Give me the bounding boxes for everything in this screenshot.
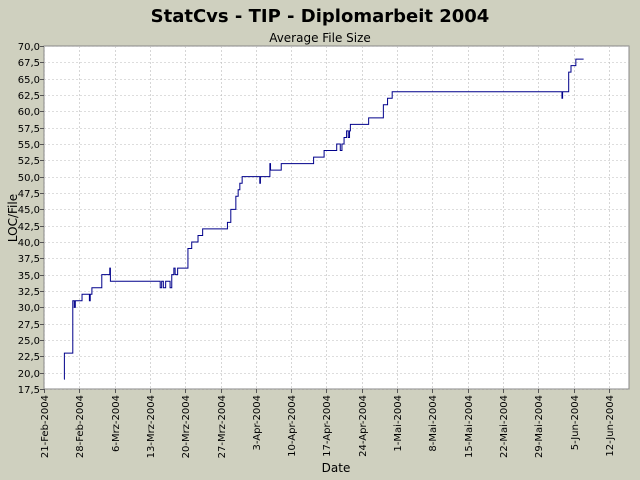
y-tick-label: 35,0 xyxy=(18,271,40,282)
y-tick-label: 45,0 xyxy=(18,205,40,216)
y-tick-label: 57,5 xyxy=(18,124,40,135)
x-tick-label: 21-Feb-2004 xyxy=(40,395,51,458)
x-tick-label: 12-Jun-2004 xyxy=(605,395,616,457)
x-tick-label: 3-Apr-2004 xyxy=(252,395,263,450)
y-tick-label: 55,0 xyxy=(18,140,40,151)
y-tick-label: 25,0 xyxy=(18,336,40,347)
y-tick-label: 27,5 xyxy=(18,320,40,331)
x-axis: 21-Feb-2004 28-Feb-2004 6-Mrz-2004 13-Mrz-2… xyxy=(40,389,616,458)
y-tick-label: 22,5 xyxy=(18,352,40,363)
x-tick-label: 20-Mrz-2004 xyxy=(181,395,192,458)
x-tick-label: 8-Mai-2004 xyxy=(428,395,439,452)
x-tick-label: 15-Mai-2004 xyxy=(464,395,475,458)
y-tick-label: 50,0 xyxy=(18,173,40,184)
x-tick-label: 10-Apr-2004 xyxy=(287,395,298,457)
y-tick-label: 32,5 xyxy=(18,287,40,298)
y-axis: 17,5 20,0 22,5 25,0 27,5 30,0 32,5 35,0 37,5 40,0… xyxy=(18,42,44,396)
x-tick-label: 1-Mai-2004 xyxy=(393,395,404,452)
y-tick-label: 37,5 xyxy=(18,254,40,265)
y-tick-label: 17,5 xyxy=(18,385,40,396)
y-axis-label: LOC/File xyxy=(6,194,20,242)
y-tick-label: 60,0 xyxy=(18,107,40,118)
chart-subtitle: Average File Size xyxy=(269,31,371,45)
x-axis-label: Date xyxy=(322,461,351,475)
x-tick-label: 28-Feb-2004 xyxy=(75,395,86,458)
plot-area xyxy=(43,45,630,390)
series-line xyxy=(63,58,584,380)
y-tick-label: 52,5 xyxy=(18,156,40,167)
y-tick-label: 65,0 xyxy=(18,75,40,86)
x-tick-label: 5-Jun-2004 xyxy=(570,395,581,450)
x-tick-label: 22-Mai-2004 xyxy=(499,395,510,458)
x-tick-label: 24-Apr-2004 xyxy=(358,395,369,457)
y-tick-label: 67,5 xyxy=(18,58,40,69)
series-layer xyxy=(63,58,584,380)
chart-title: StatCvs - TIP - Diplomarbeit 2004 xyxy=(150,6,490,27)
y-tick-label: 30,0 xyxy=(18,303,40,314)
y-tick-label: 47,5 xyxy=(18,189,40,200)
x-tick-label: 27-Mrz-2004 xyxy=(217,395,228,458)
y-tick-label: 20,0 xyxy=(18,369,40,380)
y-tick-label: 62,5 xyxy=(18,91,40,102)
y-tick-label: 40,0 xyxy=(18,238,40,249)
x-tick-label: 17-Apr-2004 xyxy=(322,395,333,457)
x-tick-label: 13-Mrz-2004 xyxy=(146,395,157,458)
x-tick-label: 29-Mai-2004 xyxy=(534,395,545,458)
y-tick-label: 70,0 xyxy=(18,42,40,53)
x-tick-label: 6-Mrz-2004 xyxy=(111,395,122,452)
y-tick-label: 42,5 xyxy=(18,222,40,233)
